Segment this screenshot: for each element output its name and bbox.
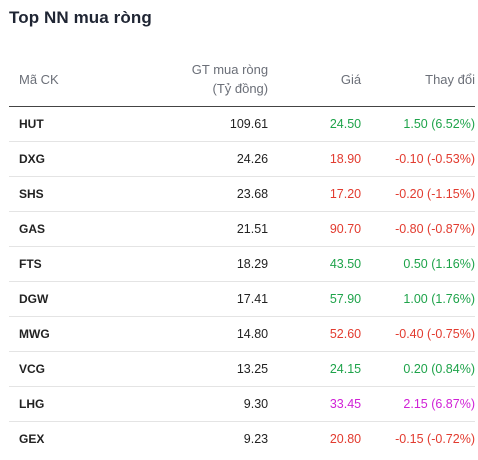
price-change: -0.10 (-0.53%) — [361, 141, 475, 177]
table-row[interactable]: GEX 9.23 20.80 -0.15 (-0.72%) — [9, 422, 475, 457]
table-row[interactable]: GAS 21.51 90.70 -0.80 (-0.87%) — [9, 211, 475, 247]
foreign-net-buy-table: Mã CK GT mua ròng (Tỷ đồng) Giá Thay đổi… — [9, 52, 475, 456]
price-change: 1.00 (1.76%) — [361, 281, 475, 317]
price: 24.15 — [268, 351, 362, 387]
net-buy-value: 9.23 — [243, 432, 269, 446]
widget-title: Top NN mua ròng — [9, 8, 152, 27]
stock-code[interactable]: MWG — [9, 316, 108, 352]
column-header-net-buy-value-line1: GT mua ròng — [191, 62, 269, 77]
table-row[interactable]: DGW 17.41 57.90 1.00 (1.76%) — [9, 281, 475, 317]
price-change: -0.40 (-0.75%) — [361, 316, 475, 352]
table-row[interactable]: LHG 9.30 33.45 2.15 (6.87%) — [9, 386, 475, 422]
net-buy-value: 23.68 — [107, 176, 269, 212]
table-header-row: Mã CK GT mua ròng (Tỷ đồng) Giá Thay đổi — [9, 52, 475, 107]
stock-code[interactable]: GEX — [19, 432, 45, 446]
stock-code[interactable]: HUT — [9, 106, 108, 142]
net-buy-value: 14.80 — [107, 316, 269, 352]
price: 43.50 — [268, 246, 362, 282]
table-row[interactable]: HUT 109.61 24.50 1.50 (6.52%) — [9, 106, 475, 142]
column-header-change[interactable]: Thay đổi — [361, 52, 475, 107]
net-buy-value: 9.30 — [107, 386, 269, 422]
net-buy-value: 109.61 — [107, 106, 269, 142]
table-row[interactable]: MWG 14.80 52.60 -0.40 (-0.75%) — [9, 316, 475, 352]
price: 90.70 — [268, 211, 362, 247]
price: 33.45 — [268, 386, 362, 422]
stock-code[interactable]: VCG — [9, 351, 108, 387]
stock-code[interactable]: DGW — [9, 281, 108, 317]
price: 20.80 — [329, 432, 362, 446]
price-change: -0.20 (-1.15%) — [361, 176, 475, 212]
price-change: 0.50 (1.16%) — [361, 246, 475, 282]
column-header-net-buy-value[interactable]: GT mua ròng (Tỷ đồng) — [107, 52, 269, 107]
price: 24.50 — [268, 106, 362, 142]
price-change: 2.15 (6.87%) — [361, 386, 475, 422]
stock-code[interactable]: GAS — [9, 211, 108, 247]
price: 17.20 — [268, 176, 362, 212]
column-header-net-buy-value-line2: (Tỷ đồng) — [212, 81, 269, 96]
table-row[interactable]: SHS 23.68 17.20 -0.20 (-1.15%) — [9, 176, 475, 212]
column-header-code[interactable]: Mã CK — [9, 52, 108, 107]
price-change: 0.20 (0.84%) — [361, 351, 475, 387]
price: 57.90 — [268, 281, 362, 317]
column-header-price[interactable]: Giá — [268, 52, 362, 107]
price: 18.90 — [268, 141, 362, 177]
price-change: -0.80 (-0.87%) — [361, 211, 475, 247]
table-row[interactable]: DXG 24.26 18.90 -0.10 (-0.53%) — [9, 141, 475, 177]
net-buy-value: 13.25 — [107, 351, 269, 387]
price-change: -0.15 (-0.72%) — [395, 432, 475, 446]
table-row[interactable]: FTS 18.29 43.50 0.50 (1.16%) — [9, 246, 475, 282]
stock-code[interactable]: DXG — [9, 141, 108, 177]
net-buy-value: 17.41 — [107, 281, 269, 317]
table-row[interactable]: VCG 13.25 24.15 0.20 (0.84%) — [9, 351, 475, 387]
net-buy-value: 24.26 — [107, 141, 269, 177]
net-buy-value: 18.29 — [107, 246, 269, 282]
price-change: 1.50 (6.52%) — [361, 106, 475, 142]
net-buy-value: 21.51 — [107, 211, 269, 247]
stock-code[interactable]: FTS — [9, 246, 108, 282]
price: 52.60 — [268, 316, 362, 352]
stock-code[interactable]: SHS — [9, 176, 108, 212]
stock-code[interactable]: LHG — [9, 386, 108, 422]
